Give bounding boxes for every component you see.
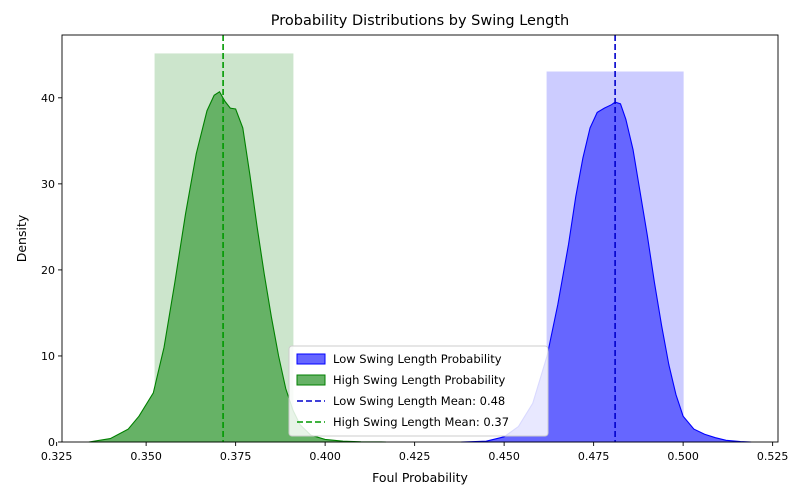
x-tick-label: 0.325 (41, 450, 73, 463)
y-tick-label: 30 (41, 178, 55, 191)
x-tick-label: 0.350 (130, 450, 162, 463)
mean-lines (222, 35, 616, 442)
x-axis-label: Foul Probability (372, 470, 468, 485)
y-tick-label: 0 (48, 436, 55, 449)
legend: Low Swing Length Probability High Swing L… (288, 345, 549, 437)
legend-label: Low Swing Length Probability (333, 352, 502, 366)
y-tick-label: 20 (41, 264, 55, 277)
x-tick-label: 0.475 (578, 450, 610, 463)
legend-label: Low Swing Length Mean: 0.48 (333, 394, 505, 408)
y-axis-label: Density (14, 214, 29, 262)
x-tick-label: 0.500 (667, 450, 699, 463)
legend-box (288, 345, 549, 437)
legend-swatch-high-swing-length-probability (296, 374, 326, 386)
y-tick-label: 10 (41, 350, 55, 363)
x-tick-label: 0.450 (488, 450, 520, 463)
chart-title: Probability Distributions by Swing Lengt… (271, 13, 570, 29)
x-tick-label: 0.525 (757, 450, 789, 463)
y-tick-label: 40 (41, 92, 55, 105)
legend-swatch-low-swing-length-probability (296, 353, 326, 365)
legend-label: High Swing Length Mean: 0.37 (333, 415, 509, 429)
density-area-low-swing-length-probability (461, 101, 752, 443)
legend-label: High Swing Length Probability (333, 373, 506, 387)
x-axis-ticks: 0.325 0.350 0.375 0.400 0.425 0.450 0.475 0.500… (41, 442, 789, 463)
plot-frame (61, 34, 779, 443)
x-tick-label: 0.375 (220, 450, 252, 463)
y-axis-ticks: 0 10 20 30 40 (41, 92, 62, 449)
x-tick-label: 0.400 (309, 450, 341, 463)
x-tick-label: 0.425 (399, 450, 431, 463)
